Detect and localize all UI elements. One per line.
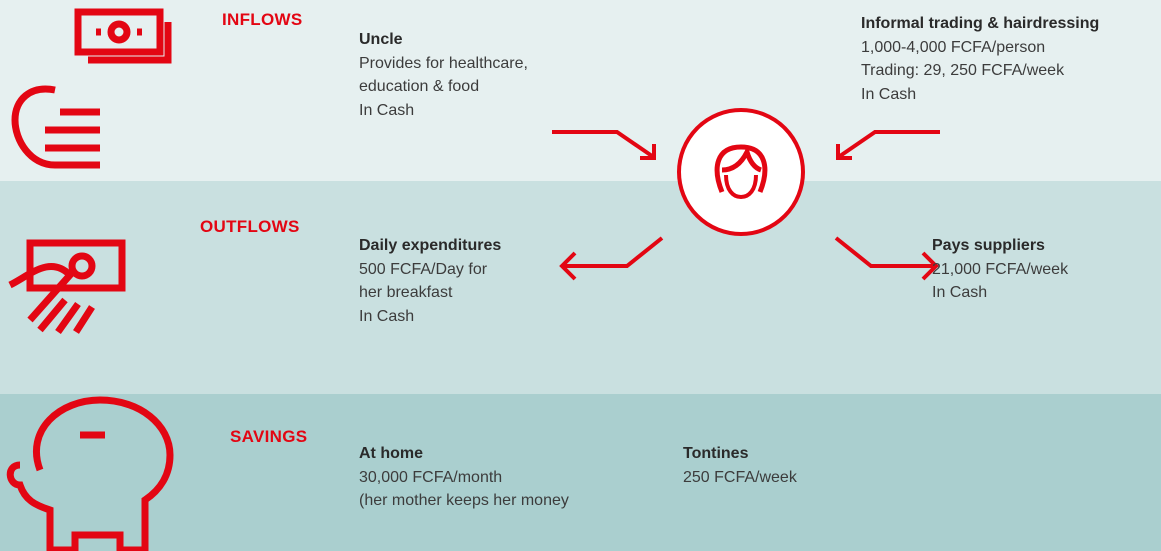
item-line: Provides for healthcare,	[359, 54, 528, 72]
savings-icon	[6, 396, 174, 551]
flow-item: Uncle Provides for healthcare, education &…	[359, 28, 528, 122]
flow-item: Daily expenditures 500 FCFA/Day for her br…	[359, 234, 501, 328]
inflows-band	[0, 0, 1161, 181]
person-icon	[677, 108, 805, 236]
item-title: Daily expenditures	[359, 237, 502, 254]
section-label: OUTFLOWS	[200, 217, 300, 236]
flow-item: Pays suppliers 21,000 FCFA/week In Cash	[932, 234, 1068, 305]
item-title: Uncle	[359, 31, 403, 48]
arrows	[552, 130, 940, 281]
item-line: education & food	[359, 78, 480, 95]
item-line: (her mother keeps her money	[359, 492, 569, 509]
item-line: In Cash	[932, 284, 988, 301]
flow-item: At home 30,000 FCFA/month (her mother keep…	[359, 442, 569, 513]
item-line: In Cash	[359, 307, 415, 325]
section-label: SAVINGS	[230, 427, 308, 446]
item-title: At home	[359, 445, 423, 462]
savings-band	[0, 394, 1161, 551]
outflows-icon	[8, 239, 126, 335]
outflows-band	[0, 181, 1161, 394]
inflows-icon	[11, 8, 172, 169]
item-line: In Cash	[861, 85, 917, 103]
section-label: INFLOWS	[222, 10, 303, 29]
item-line: her breakfast	[359, 284, 453, 301]
item-line: 1,000-4,000 FCFA/person	[861, 38, 1046, 56]
item-line: 30,000 FCFA/month	[359, 468, 503, 486]
item-title: Tontines	[683, 445, 749, 462]
flow-item: Tontines 250 FCFA/week	[683, 442, 797, 489]
item-title: Informal trading & hairdressing	[861, 15, 1100, 32]
flow-item: Informal trading & hairdressing 1,000-4,0…	[861, 12, 1099, 106]
item-line: 500 FCFA/Day for	[359, 260, 488, 278]
item-line: 21,000 FCFA/week	[932, 260, 1069, 278]
item-line: In Cash	[359, 101, 415, 119]
item-line: Trading: 29, 250 FCFA/week	[861, 62, 1065, 79]
item-line: 250 FCFA/week	[683, 468, 797, 486]
item-title: Pays suppliers	[932, 237, 1045, 254]
